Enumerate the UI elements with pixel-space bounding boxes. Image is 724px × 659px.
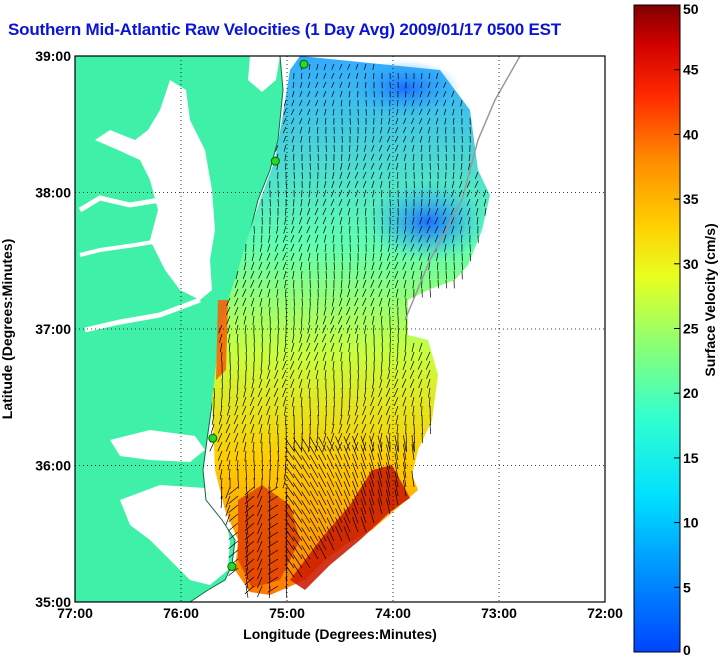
x-tick-label: 76:00 (163, 605, 199, 621)
y-tick-label: 39:00 (35, 48, 71, 64)
axes-frame (74, 55, 606, 603)
x-tick-label: 77:00 (57, 605, 93, 621)
delaware-bay (248, 56, 280, 92)
river-james (84, 297, 201, 333)
y-tick-labels: 39:00 38:00 37:00 36:00 35:00 (35, 48, 71, 610)
x-tick-label: 75:00 (269, 605, 305, 621)
velocity-calm-zone-north (350, 60, 460, 116)
velocity-fast-zone-hatteras (238, 485, 300, 588)
chesapeake-bay (95, 80, 215, 300)
river-rappahannock (79, 238, 166, 257)
y-tick-label: 35:00 (35, 594, 71, 610)
x-tick-label: 73:00 (481, 605, 517, 621)
velocity-field (209, 56, 490, 599)
colorbar-tick-label: 45 (683, 62, 699, 78)
colorbar-tick-label: 50 (683, 1, 699, 17)
station-south (208, 433, 218, 443)
y-tick-label: 37:00 (35, 321, 71, 337)
colorbar-tick-label: 25 (683, 321, 699, 337)
colorbar-tick-label: 10 (683, 515, 699, 531)
colorbar-tick-label: 0 (683, 642, 691, 658)
colorbar-tick-label: 15 (683, 450, 699, 466)
map-grid (75, 56, 605, 602)
x-axis-label: Longitude (Degrees:Minutes) (243, 626, 437, 642)
colorbar-tick-label: 30 (683, 256, 699, 272)
x-tick-label: 74:00 (375, 605, 411, 621)
colorbar-tick-label: 40 (683, 126, 699, 142)
colorbar-tick-label: 5 (683, 579, 691, 595)
colorbar-tick-labels: 0 5 10 15 20 25 30 35 40 45 50 (674, 1, 699, 658)
station-markers (208, 59, 309, 572)
station-north (299, 59, 309, 69)
colorbar-tick-label: 35 (683, 191, 699, 207)
pamlico-sound (120, 485, 230, 585)
station-midcoast (270, 156, 280, 166)
map-title: Southern Mid-Atlantic Raw Velocities (1 … (8, 20, 561, 39)
colorbar (633, 4, 681, 653)
river-potomac (78, 195, 161, 213)
y-tick-label: 36:00 (35, 458, 71, 474)
y-tick-label: 38:00 (35, 185, 71, 201)
x-tick-label: 72:00 (587, 605, 623, 621)
albemarle-sound (110, 430, 205, 462)
y-axis-label: Latitude (Degrees:Minutes) (0, 239, 15, 419)
x-tick-labels: 77:00 76:00 75:00 74:00 73:00 72:00 (57, 605, 623, 621)
colorbar-label: Surface Velocity (cm/s) (702, 223, 718, 376)
velocity-fast-strip-nearshore (216, 300, 228, 380)
colorbar-tick-label: 20 (683, 385, 699, 401)
station-hatteras (227, 562, 237, 572)
